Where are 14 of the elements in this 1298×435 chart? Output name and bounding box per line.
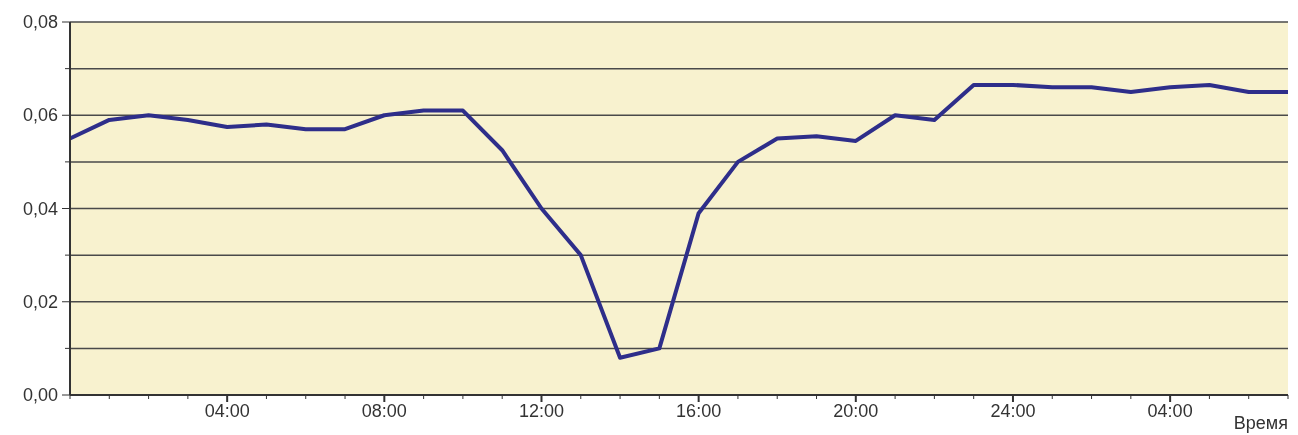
line-series bbox=[68, 82, 1290, 360]
x-tick-label: 12:00 bbox=[518, 401, 565, 421]
x-tick-label: 20:00 bbox=[833, 401, 879, 421]
y-tick-label: 0,02 bbox=[22, 291, 58, 312]
y-tick-label: 0,08 bbox=[22, 12, 58, 32]
x-axis-title: Время bbox=[1233, 413, 1288, 433]
x-tick-label: 16:00 bbox=[676, 401, 722, 421]
y-tick-label: 0,06 bbox=[22, 105, 58, 126]
y-tick-label: 0,00 bbox=[22, 385, 58, 405]
y-tick-label: 0,04 bbox=[22, 198, 58, 219]
x-tick-label: 04:00 bbox=[1147, 401, 1193, 421]
x-tick-label: 04:00 bbox=[204, 401, 250, 421]
x-tick-label: 08:00 bbox=[361, 401, 407, 421]
x-tick-label: 24:00 bbox=[990, 401, 1036, 421]
